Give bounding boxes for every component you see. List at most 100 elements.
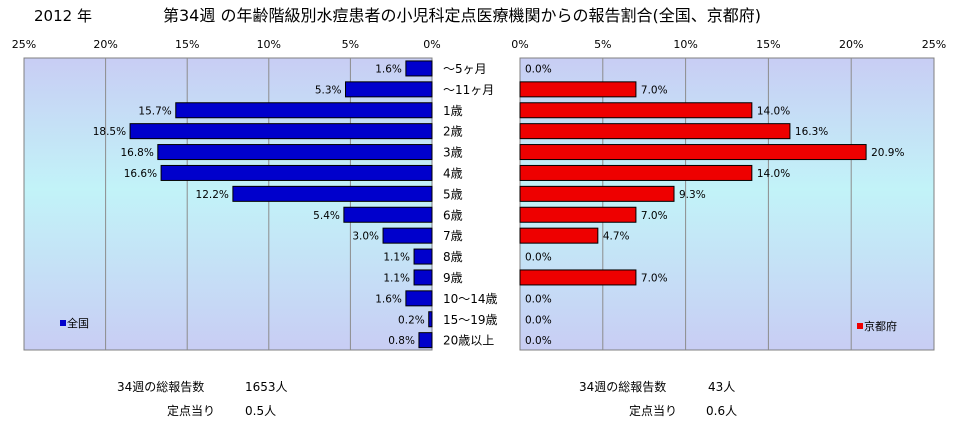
kyoto-data-label: 14.0%: [757, 105, 790, 117]
national-bar: [405, 290, 433, 307]
right-tick-label: 25%: [922, 38, 946, 51]
left-tick-label: 0%: [423, 38, 440, 51]
kyoto-data-label: 0.0%: [525, 314, 552, 326]
chart-title: 第34週 の年齢階級別水痘患者の小児科定点医療機関からの報告割合(全国、京都府): [163, 6, 761, 25]
kyoto-bar: [519, 144, 867, 161]
kyoto-bar: [519, 227, 599, 244]
national-data-label: 1.1%: [383, 272, 410, 284]
national-per-site-value: 0.5人: [245, 404, 276, 418]
category-label: 10～14歳: [443, 292, 498, 306]
kyoto-data-label: 0.0%: [525, 335, 552, 347]
category-label: 6歳: [443, 208, 463, 222]
legend-national: 全国: [60, 316, 89, 330]
right-tick-label: 5%: [594, 38, 611, 51]
national-data-label: 0.8%: [388, 335, 415, 347]
kyoto-per-site-value: 0.6人: [706, 404, 737, 418]
national-data-label: 0.2%: [398, 314, 425, 326]
national-bar: [343, 206, 433, 223]
category-label: 5歳: [443, 187, 463, 201]
category-label: 7歳: [443, 229, 463, 243]
national-bar: [413, 269, 433, 286]
national-data-label: 12.2%: [196, 189, 229, 201]
category-label: 1歳: [443, 104, 463, 118]
left-plot-area: [23, 57, 433, 351]
kyoto-data-label: 14.0%: [757, 168, 790, 180]
national-data-label: 15.7%: [138, 105, 171, 117]
national-reports-label: 34週の総報告数: [117, 379, 204, 394]
national-summary: 34週の総報告数 1653人 定点当り 0.5人: [117, 379, 288, 418]
kyoto-bar: [519, 185, 675, 202]
left-tick-label: 5%: [342, 38, 359, 51]
national-bar: [405, 60, 433, 77]
national-bar: [413, 248, 433, 265]
national-bars: 1.6% 5.3% 15.7% 18.5% 16.8% 16.6% 12.2% 5.4% 3.0…: [93, 60, 433, 349]
left-tick-label: 20%: [93, 38, 117, 51]
national-data-label: 16.8%: [120, 147, 153, 159]
national-bar: [175, 102, 433, 119]
category-label: 20歳以上: [443, 334, 494, 348]
national-bar: [382, 227, 433, 244]
kyoto-data-label: 7.0%: [641, 84, 668, 96]
kyoto-bar: [519, 164, 753, 181]
kyoto-per-site-label: 定点当り: [629, 403, 677, 418]
national-data-label: 1.6%: [375, 63, 402, 75]
year-label: 2012 年: [34, 7, 92, 25]
national-bar: [129, 123, 433, 140]
category-label: ～11ヶ月: [443, 83, 494, 97]
national-bar: [232, 185, 433, 202]
category-labels: ～5ヶ月 ～11ヶ月 1歳 2歳 3歳 4歳 5歳 6歳 7歳 8歳 9歳 10～14歳 15～19歳 2…: [443, 62, 498, 348]
national-data-label: 3.0%: [352, 231, 379, 243]
kyoto-data-label: 0.0%: [525, 63, 552, 75]
kyoto-reports-label: 34週の総報告数: [579, 379, 666, 394]
left-tick-label: 25%: [12, 38, 36, 51]
kyoto-bar: [519, 102, 753, 119]
right-axis-ticks: 0% 5% 10% 15% 20% 25%: [511, 38, 946, 51]
kyoto-reports-value: 43人: [708, 380, 735, 394]
kyoto-data-label: 16.3%: [795, 126, 828, 138]
category-label: 2歳: [443, 125, 463, 139]
left-tick-label: 15%: [175, 38, 199, 51]
national-data-label: 5.4%: [313, 210, 340, 222]
national-reports-value: 1653人: [245, 380, 288, 394]
kyoto-bar: [519, 269, 637, 286]
legend-kyoto-swatch: [857, 323, 863, 329]
kyoto-bar: [519, 206, 637, 223]
right-tick-label: 20%: [839, 38, 863, 51]
left-tick-label: 10%: [257, 38, 281, 51]
national-bar: [160, 164, 433, 181]
national-data-label: 1.1%: [383, 252, 410, 264]
left-axis-ticks: 25% 20% 15% 10% 5% 0%: [12, 38, 441, 51]
category-label: 8歳: [443, 250, 463, 264]
legend-kyoto-label: 京都府: [864, 319, 897, 333]
national-data-label: 5.3%: [315, 84, 342, 96]
national-data-label: 1.6%: [375, 293, 402, 305]
national-bar: [428, 311, 433, 328]
national-bar: [157, 144, 433, 161]
kyoto-summary: 34週の総報告数 43人 定点当り 0.6人: [579, 379, 737, 418]
kyoto-data-label: 7.0%: [641, 272, 668, 284]
category-label: 4歳: [443, 166, 463, 180]
kyoto-data-label: 20.9%: [871, 147, 904, 159]
national-bar: [345, 81, 433, 98]
kyoto-data-label: 0.0%: [525, 293, 552, 305]
right-tick-label: 0%: [511, 38, 528, 51]
category-label: 9歳: [443, 271, 463, 285]
right-plot-area: [519, 57, 935, 351]
kyoto-data-label: 9.3%: [679, 189, 706, 201]
right-tick-label: 15%: [756, 38, 780, 51]
legend-national-label: 全国: [67, 316, 89, 330]
kyoto-data-label: 7.0%: [641, 210, 668, 222]
kyoto-data-label: 0.0%: [525, 252, 552, 264]
national-data-label: 18.5%: [93, 126, 126, 138]
kyoto-bar: [519, 123, 791, 140]
kyoto-data-label: 4.7%: [603, 231, 630, 243]
kyoto-bar: [519, 81, 637, 98]
category-label: ～5ヶ月: [443, 62, 487, 76]
national-per-site-label: 定点当り: [167, 403, 215, 418]
national-data-label: 16.6%: [124, 168, 157, 180]
legend-kyoto: 京都府: [857, 319, 897, 333]
category-label: 3歳: [443, 146, 463, 160]
legend-national-swatch: [60, 320, 66, 326]
kyoto-bars: 0.0% 7.0% 14.0% 16.3% 20.9% 14.0% 9.3% 7.0% 4.7%…: [519, 63, 904, 347]
